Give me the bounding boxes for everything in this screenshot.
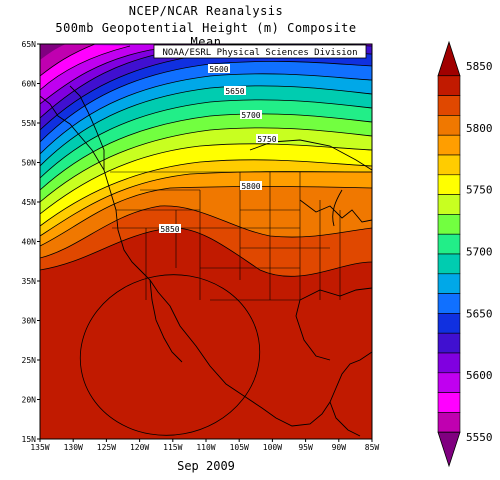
state-borders	[110, 171, 372, 301]
colorbar-swatch	[437, 154, 461, 176]
colorbar-top-arrow	[437, 40, 461, 77]
colorbar-swatches	[437, 40, 461, 468]
lat-tick-label: 15N	[22, 435, 37, 444]
colorbar-swatch	[437, 253, 461, 275]
chart-title: NCEP/NCAR Reanalysis	[128, 4, 284, 18]
contour-label-5700: 5700	[241, 111, 260, 120]
date-label: Sep 2009	[177, 459, 235, 473]
lon-tick-label: 115W	[163, 443, 182, 452]
colorbar-swatch	[437, 95, 461, 116]
colorbar-label: 5550	[466, 431, 493, 444]
colorbar-swatch	[437, 194, 461, 215]
contour-label-5800: 5800	[241, 182, 260, 191]
colorbar-swatch	[437, 412, 461, 433]
colorbar-swatch	[437, 293, 461, 314]
coastlines	[40, 85, 372, 437]
colorbar-label: 5700	[466, 246, 493, 259]
colorbar-swatch	[437, 75, 461, 96]
lon-tick-label: 90W	[332, 443, 347, 452]
contour-label-group: 5600 5650 5700 5750 5800 5850	[159, 64, 278, 234]
lon-tick-label: 100W	[263, 443, 282, 452]
colorbar-swatch	[437, 134, 461, 156]
band-5570	[40, 44, 66, 60]
lat-tick-label: 25N	[22, 356, 37, 365]
colorbar-swatch	[437, 332, 461, 354]
colorbar-swatch	[437, 233, 461, 255]
lat-tick-label: 60N	[22, 80, 37, 89]
colorbar-swatch	[437, 372, 461, 393]
band-5630	[40, 44, 372, 118]
contour-label-5750: 5750	[257, 135, 276, 144]
lat-tick-label: 55N	[22, 119, 37, 128]
lon-tick-label: 85W	[365, 443, 380, 452]
colorbar-swatch	[437, 115, 461, 136]
credit-text: NOAA/ESRL Physical Sciences Division	[162, 48, 357, 58]
contour-label-5850: 5850	[160, 225, 179, 234]
lat-tick-label: 30N	[22, 317, 37, 326]
longitude-axis: 135W 130W 125W 120W 115W 110W 105W 100W 95W 90W 85…	[30, 439, 379, 452]
lon-tick-label: 105W	[230, 443, 249, 452]
contour-label-5650: 5650	[225, 87, 244, 96]
colorbar-swatch	[437, 273, 461, 294]
colorbar-swatch	[437, 313, 461, 334]
colorbar-bottom-arrow	[437, 431, 461, 468]
colorbar-label: 5650	[466, 307, 493, 320]
lon-tick-label: 130W	[64, 443, 83, 452]
latitude-axis: 65N 60N 55N 50N 45N 40N 35N 30N 25N 20N 15N	[22, 40, 40, 444]
lon-tick-label: 95W	[298, 443, 313, 452]
colorbar-swatch	[437, 214, 461, 235]
lon-tick-label: 110W	[196, 443, 215, 452]
colorbar-label: 5800	[466, 122, 493, 135]
credit-box	[153, 44, 367, 59]
colorbar-swatch	[437, 392, 461, 413]
lon-tick-label: 125W	[97, 443, 116, 452]
filled-contours: 5600 5650 5700 5750 5800 5850	[40, 44, 372, 439]
band-5650	[40, 44, 372, 130]
lat-tick-label: 65N	[22, 40, 37, 49]
lat-tick-label: 40N	[22, 238, 37, 247]
colorbar-swatch	[437, 352, 461, 374]
colorbar-swatch	[437, 174, 461, 195]
lat-tick-label: 35N	[22, 277, 37, 286]
colorbar-labels: 5850 5800 5750 5700 5650 5600 5550	[466, 60, 493, 444]
lat-tick-label: 50N	[22, 159, 37, 168]
colorbar-label: 5600	[466, 369, 493, 382]
lat-tick-label: 45N	[22, 198, 37, 207]
lat-tick-label: 20N	[22, 396, 37, 405]
band-5590	[40, 44, 95, 76]
colorbar-label: 5750	[466, 184, 493, 197]
lon-tick-label: 135W	[30, 443, 49, 452]
contour-label-5600: 5600	[209, 65, 228, 74]
colorbar-label: 5850	[466, 60, 493, 73]
lon-tick-label: 120W	[130, 443, 149, 452]
